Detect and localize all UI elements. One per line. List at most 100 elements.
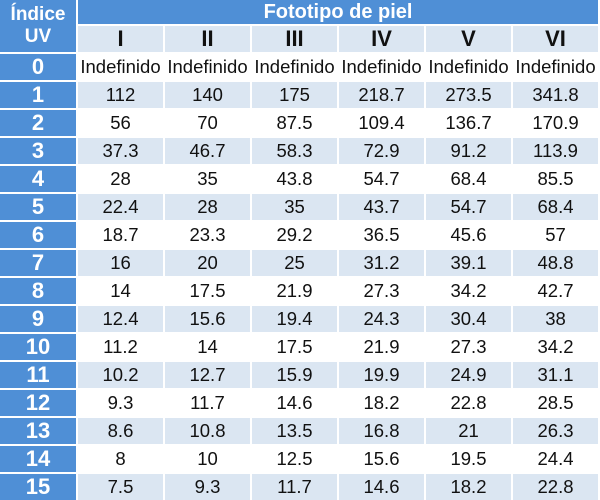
uv-index-cell: 0: [0, 54, 78, 82]
value-cell: 31.2: [339, 250, 426, 278]
value-cell: 14.6: [339, 474, 426, 500]
table-row: 0 Indefinido Indefinido Indefinido Indefinid…: [0, 54, 600, 82]
value-cell: 12.4: [78, 306, 165, 334]
value-cell: 18.7: [78, 222, 165, 250]
table-row: 14 8 10 12.5 15.6 19.5 24.4: [0, 446, 600, 474]
value-cell: 9.3: [165, 474, 252, 500]
value-cell: 46.7: [165, 138, 252, 166]
table-row: 7 16 20 25 31.2 39.1 48.8: [0, 250, 600, 278]
value-cell: 42.7: [513, 278, 600, 306]
header-phototype-3: III: [252, 26, 339, 54]
table-row: 10 11.2 14 17.5 21.9 27.3 34.2: [0, 334, 600, 362]
value-cell: 19.5: [426, 446, 513, 474]
value-cell: 68.4: [513, 194, 600, 222]
value-cell: 27.3: [339, 278, 426, 306]
value-cell: 341.8: [513, 82, 600, 110]
value-cell: 140: [165, 82, 252, 110]
value-cell: 24.4: [513, 446, 600, 474]
value-cell: 43.8: [252, 166, 339, 194]
value-cell: 21.9: [339, 334, 426, 362]
uv-index-cell: 4: [0, 166, 78, 194]
value-cell: 17.5: [165, 278, 252, 306]
value-cell: 12.5: [252, 446, 339, 474]
value-cell: 26.3: [513, 418, 600, 446]
value-cell: Indefinido: [165, 54, 252, 82]
uv-index-cell: 1: [0, 82, 78, 110]
uv-index-cell: 15: [0, 474, 78, 500]
value-cell: 54.7: [426, 194, 513, 222]
uv-index-cell: 8: [0, 278, 78, 306]
table-row: 4 28 35 43.8 54.7 68.4 85.5: [0, 166, 600, 194]
value-cell: 15.6: [339, 446, 426, 474]
value-cell: Indefinido: [252, 54, 339, 82]
uv-index-cell: 10: [0, 334, 78, 362]
value-cell: 9.3: [78, 390, 165, 418]
header-uv-index-line2: UV: [24, 26, 52, 47]
table-row: 8 14 17.5 21.9 27.3 34.2 42.7: [0, 278, 600, 306]
value-cell: 18.2: [339, 390, 426, 418]
value-cell: 43.7: [339, 194, 426, 222]
table-row: 6 18.7 23.3 29.2 36.5 45.6 57: [0, 222, 600, 250]
value-cell: 14: [78, 278, 165, 306]
uv-index-cell: 12: [0, 390, 78, 418]
value-cell: 20: [165, 250, 252, 278]
value-cell: 56: [78, 110, 165, 138]
value-cell: 13.5: [252, 418, 339, 446]
uv-index-cell: 14: [0, 446, 78, 474]
value-cell: 10: [165, 446, 252, 474]
value-cell: 109.4: [339, 110, 426, 138]
uv-index-cell: 2: [0, 110, 78, 138]
value-cell: 39.1: [426, 250, 513, 278]
value-cell: 87.5: [252, 110, 339, 138]
value-cell: 218.7: [339, 82, 426, 110]
uv-index-cell: 7: [0, 250, 78, 278]
header-phototype-5: V: [426, 26, 513, 54]
value-cell: 18.2: [426, 474, 513, 500]
uv-index-cell: 3: [0, 138, 78, 166]
value-cell: 28: [78, 166, 165, 194]
value-cell: 16.8: [339, 418, 426, 446]
value-cell: 8: [78, 446, 165, 474]
value-cell: 19.4: [252, 306, 339, 334]
value-cell: 11.7: [252, 474, 339, 500]
header-phototype-6: VI: [513, 26, 600, 54]
value-cell: 57: [513, 222, 600, 250]
value-cell: 22.8: [426, 390, 513, 418]
value-cell: 10.2: [78, 362, 165, 390]
value-cell: 54.7: [339, 166, 426, 194]
header-phototype-1: I: [78, 26, 165, 54]
value-cell: 29.2: [252, 222, 339, 250]
value-cell: 24.3: [339, 306, 426, 334]
value-cell: 23.3: [165, 222, 252, 250]
value-cell: 136.7: [426, 110, 513, 138]
value-cell: 22.8: [513, 474, 600, 500]
table-row: 9 12.4 15.6 19.4 24.3 30.4 38: [0, 306, 600, 334]
header-phototype-group: Fototipo de piel: [78, 0, 600, 26]
value-cell: 31.1: [513, 362, 600, 390]
value-cell: 7.5: [78, 474, 165, 500]
uv-index-cell: 11: [0, 362, 78, 390]
value-cell: 14.6: [252, 390, 339, 418]
value-cell: 25: [252, 250, 339, 278]
value-cell: 58.3: [252, 138, 339, 166]
value-cell: 37.3: [78, 138, 165, 166]
value-cell: 12.7: [165, 362, 252, 390]
table-row: 13 8.6 10.8 13.5 16.8 21 26.3: [0, 418, 600, 446]
header-uv-index-line1: Índice: [10, 4, 66, 25]
value-cell: 10.8: [165, 418, 252, 446]
uv-index-cell: 9: [0, 306, 78, 334]
value-cell: 14: [165, 334, 252, 362]
table-row: 3 37.3 46.7 58.3 72.9 91.2 113.9: [0, 138, 600, 166]
table-row: 1 112 140 175 218.7 273.5 341.8: [0, 82, 600, 110]
value-cell: 85.5: [513, 166, 600, 194]
header-uv-index: Índice UV: [0, 0, 78, 54]
value-cell: 273.5: [426, 82, 513, 110]
value-cell: 8.6: [78, 418, 165, 446]
table-row: 5 22.4 28 35 43.7 54.7 68.4: [0, 194, 600, 222]
value-cell: Indefinido: [426, 54, 513, 82]
value-cell: 11.2: [78, 334, 165, 362]
table-row: 11 10.2 12.7 15.9 19.9 24.9 31.1: [0, 362, 600, 390]
value-cell: 48.8: [513, 250, 600, 278]
